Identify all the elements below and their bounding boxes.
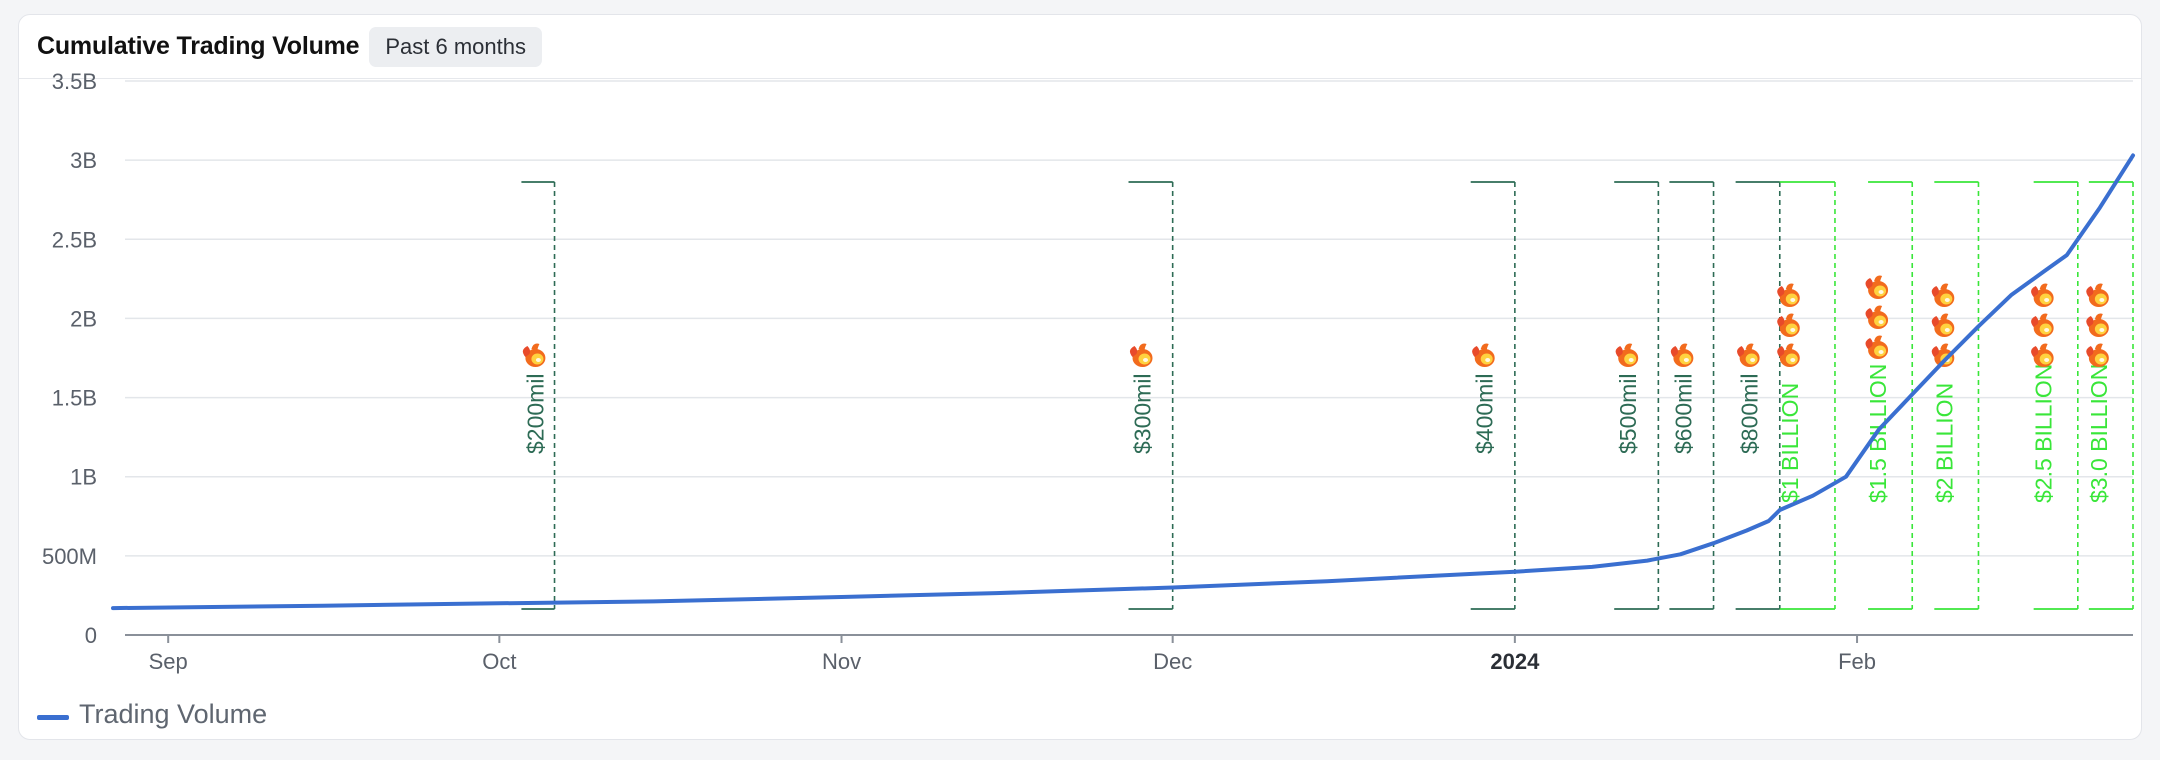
milestone-label: $1 BILLION <box>1777 383 1803 503</box>
fire-icon <box>1777 343 1800 367</box>
milestone-annotation: $200mil <box>521 181 556 610</box>
trading-volume-chart: 0 500M 1B 1.5B 2B 2.5B 3B 3.5B Sep Oct Nov Dec 2024… <box>42 69 2135 674</box>
milestone-label: $800mil <box>1737 373 1763 454</box>
fire-icon <box>1777 313 1800 337</box>
fire-icon <box>1865 305 1889 329</box>
y-axis-ticks: 0 500M 1B 1.5B 2B 2.5B 3B 3.5B <box>42 69 97 648</box>
y-tick-label: 2.5B <box>52 227 97 252</box>
fire-icon <box>1472 343 1495 367</box>
fire-icon <box>2031 343 2054 367</box>
chart-card: Cumulative Trading Volume Past 6 months … <box>18 14 2142 740</box>
x-tick-label: Nov <box>822 649 861 674</box>
time-range-badge[interactable]: Past 6 months <box>369 26 543 67</box>
x-tick-label: Sep <box>149 649 188 674</box>
fire-icon <box>1931 313 1955 337</box>
milestone-label: $200mil <box>522 373 548 454</box>
fire-icon <box>522 343 546 367</box>
y-tick-label: 1.5B <box>52 386 97 411</box>
series-line-trading-volume <box>111 153 2135 611</box>
milestone-annotation: $1 BILLION <box>1777 181 1836 610</box>
x-axis: Sep Oct Nov Dec 2024 Feb <box>125 634 2133 674</box>
y-tick-label: 2B <box>70 306 97 331</box>
milestone-label: $600mil <box>1670 373 1696 454</box>
y-tick-label: 3.5B <box>52 69 97 94</box>
y-tick-label: 3B <box>70 148 97 173</box>
milestone-label: $3.0 BILLION <box>2086 364 2112 503</box>
x-tick-label: Feb <box>1838 649 1876 674</box>
milestone-annotation: $300mil <box>1128 181 1174 610</box>
milestone-annotation: $1.5 BILLION <box>1865 181 1914 610</box>
y-tick-label: 500M <box>42 544 97 569</box>
fire-icon <box>1865 335 1889 359</box>
y-tick-label: 1B <box>70 465 97 490</box>
milestone-annotations: $200mil $300mil $400mil $500mil $600mil $800m… <box>521 181 2134 610</box>
grid-lines <box>125 80 2133 557</box>
fire-icon <box>1865 275 1889 299</box>
milestone-annotation: $500mil <box>1614 181 1660 610</box>
fire-icon <box>1129 343 1153 367</box>
milestone-label: $2 BILLION <box>1931 383 1957 503</box>
milestone-label: $300mil <box>1130 373 1156 454</box>
legend-label: Trading Volume <box>79 699 268 729</box>
milestone-annotation: $2.5 BILLION <box>2031 181 2079 610</box>
milestone-annotation: $3.0 BILLION <box>2086 181 2134 610</box>
fire-icon <box>1670 343 1694 367</box>
legend-swatch <box>37 715 69 720</box>
fire-icon <box>1931 283 1955 307</box>
fire-icon <box>1777 283 1800 307</box>
milestone-annotation: $400mil <box>1470 181 1516 610</box>
milestone-annotation: $600mil <box>1669 181 1715 610</box>
chart-title: Cumulative Trading Volume <box>37 32 360 60</box>
fire-icon <box>2086 283 2109 307</box>
fire-icon <box>1615 343 1639 367</box>
chart-header: Cumulative Trading Volume Past 6 months <box>19 15 2141 79</box>
milestone-annotation: $2 BILLION <box>1931 181 1980 610</box>
milestone-label: $2.5 BILLION <box>2031 364 2057 503</box>
milestone-annotation: $800mil <box>1735 181 1781 610</box>
fire-icon <box>2086 343 2109 367</box>
x-tick-label: 2024 <box>1490 649 1540 674</box>
fire-icon <box>2031 313 2054 337</box>
x-tick-label: Dec <box>1153 649 1192 674</box>
fire-icon <box>2086 313 2109 337</box>
milestone-label: $400mil <box>1472 373 1498 454</box>
fire-icon <box>1737 343 1760 367</box>
y-tick-label: 0 <box>85 623 97 648</box>
milestone-label: $500mil <box>1615 373 1641 454</box>
legend-item-trading-volume[interactable]: Trading Volume <box>37 699 267 730</box>
fire-icon <box>2031 283 2054 307</box>
x-tick-label: Oct <box>482 649 516 674</box>
series-layer <box>111 153 2135 611</box>
